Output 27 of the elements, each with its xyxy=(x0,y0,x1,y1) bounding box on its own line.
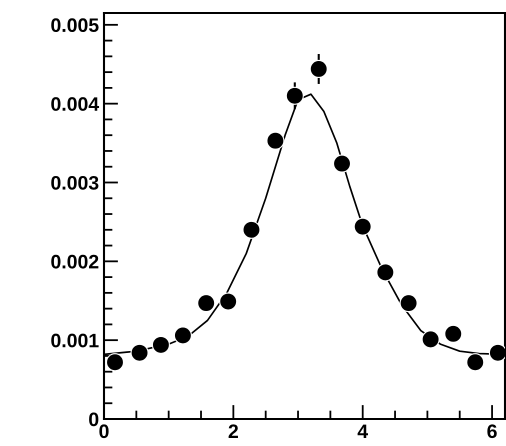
point xyxy=(444,324,462,343)
point xyxy=(286,86,304,105)
point xyxy=(354,218,372,236)
point xyxy=(174,326,192,344)
point xyxy=(266,132,284,150)
point xyxy=(400,294,418,312)
point xyxy=(422,330,440,348)
y-tick-label: 0.002 xyxy=(51,254,98,269)
x-tick-label: 0 xyxy=(99,424,109,438)
x-tick-label: 4 xyxy=(358,424,368,438)
point xyxy=(310,60,328,78)
point xyxy=(219,292,238,311)
point xyxy=(332,154,352,173)
point xyxy=(242,220,261,239)
y-tick-label: 0.003 xyxy=(51,176,98,190)
point xyxy=(466,353,484,372)
point xyxy=(197,294,216,312)
point xyxy=(376,263,394,282)
y-tick-label: 0 xyxy=(89,412,98,426)
point xyxy=(130,344,149,362)
y-tick-label: 0.001 xyxy=(51,334,99,348)
x-tick-label: 6 xyxy=(487,424,497,438)
y-tick-label: 0.004 xyxy=(51,97,100,111)
y-tick-label: 0.005 xyxy=(51,18,99,32)
x-tick-label: 2 xyxy=(228,424,238,438)
point xyxy=(106,353,124,372)
point xyxy=(152,336,170,354)
